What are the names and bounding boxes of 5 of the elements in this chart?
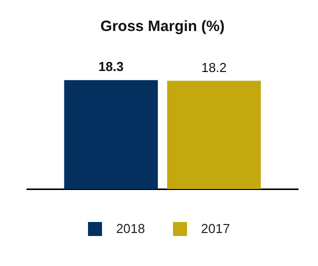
legend-label: 2018	[116, 221, 145, 236]
data-label: 18.3	[98, 59, 124, 74]
data-label: 18.2	[201, 60, 227, 75]
legend-label: 2017	[201, 221, 230, 236]
chart-title: Gross Margin (%)	[100, 18, 225, 36]
